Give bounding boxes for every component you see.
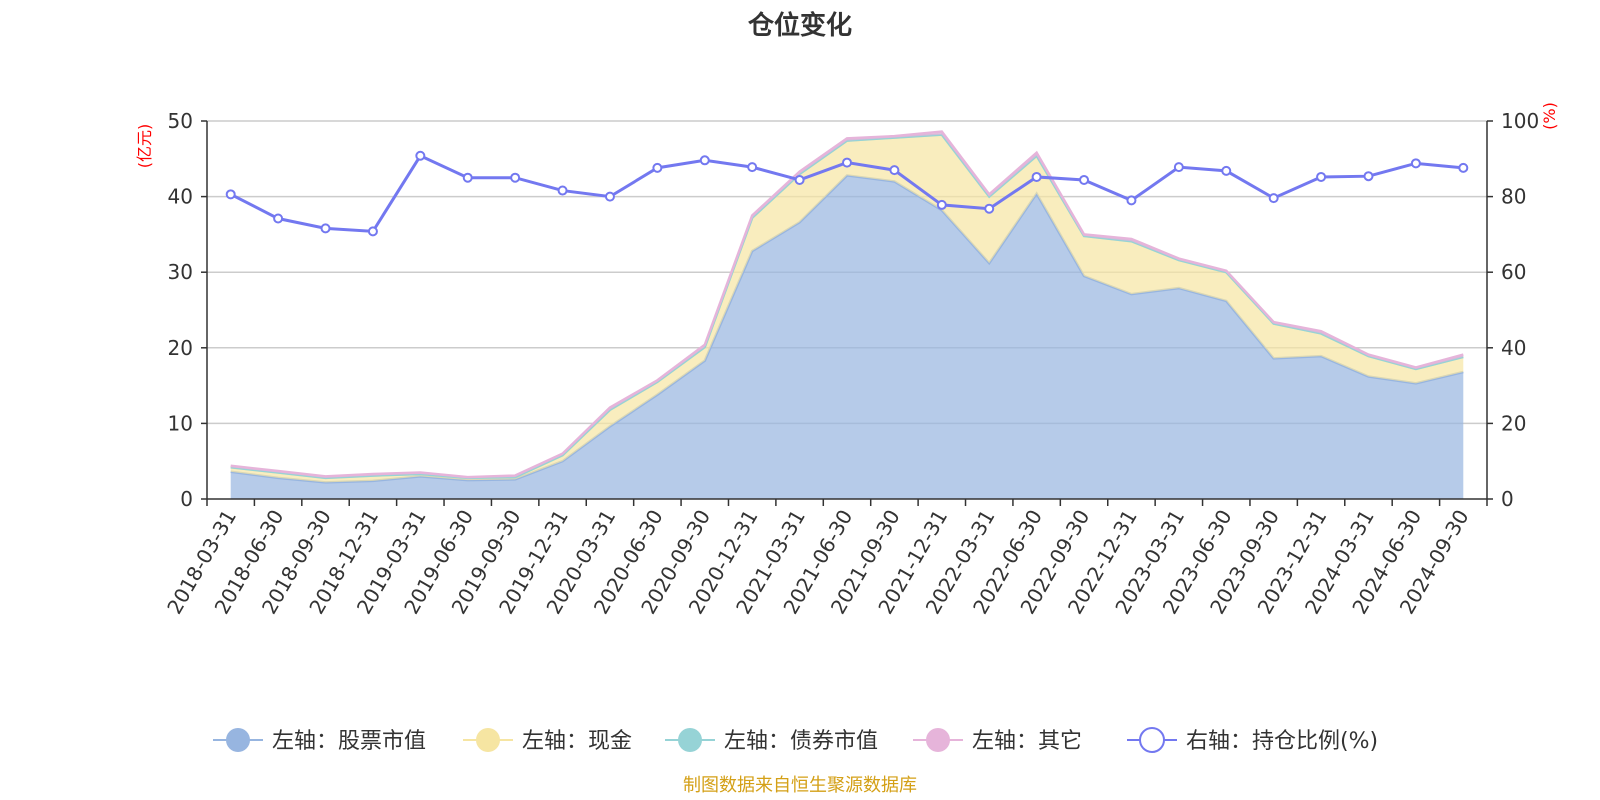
ratio-point [1268, 193, 1279, 204]
legend: 左轴：股票市值 左轴：现金 左轴：债券市值 左轴：其它 右轴：持仓比例(%) [213, 727, 1378, 754]
legend-label: 左轴：股票市值 [272, 729, 426, 754]
ratio-point [225, 189, 236, 200]
data-source-note: 制图数据来自恒生聚源数据库 [683, 775, 917, 796]
left-tick-label: 10 [168, 411, 193, 435]
ratio-point [604, 191, 615, 202]
area-edge-左轴：其它 [230, 130, 1464, 479]
ratio-point [842, 157, 852, 168]
legend-symbol [476, 728, 500, 752]
ratio-point [1079, 174, 1090, 185]
ratio-point [652, 162, 663, 173]
legend-symbol [678, 728, 702, 752]
legend-symbol [226, 728, 250, 752]
right-tick-label: 20 [1501, 411, 1526, 435]
ratio-point [1458, 162, 1469, 173]
right-axis-unit: (%) [1540, 102, 1559, 130]
right-tick-label: 100 [1501, 109, 1539, 133]
legend-label: 左轴：现金 [522, 729, 632, 754]
ratio-point [1221, 165, 1232, 176]
right-tick-label: 0 [1501, 487, 1514, 511]
ratio-point [1126, 195, 1137, 206]
ratio-point [273, 213, 284, 224]
ratio-point [1173, 162, 1184, 173]
ratio-point [984, 203, 995, 214]
ratio-point [1316, 171, 1327, 182]
ratio-point [1363, 171, 1374, 182]
left-tick-label: 30 [168, 260, 193, 284]
ratio-point [699, 155, 710, 166]
area-左轴：股票市值 [230, 175, 1464, 499]
ratio-point [557, 185, 568, 196]
legend-label: 左轴：其它 [972, 729, 1082, 754]
legend-label: 左轴：债券市值 [724, 729, 878, 754]
ratio-point [1410, 158, 1421, 169]
left-tick-label: 0 [180, 487, 193, 511]
right-tick-label: 80 [1501, 185, 1526, 209]
ratio-point [794, 174, 805, 185]
ratio-point [320, 223, 331, 234]
ratio-point [415, 150, 426, 161]
chart-title: 仓位变化 [747, 10, 852, 41]
right-tick-label: 60 [1501, 260, 1526, 284]
left-tick-label: 20 [168, 336, 193, 360]
ratio-point [936, 199, 947, 210]
ratio-point [889, 165, 900, 176]
ratio-point [747, 162, 758, 173]
ratio-point [367, 226, 378, 237]
stacked-areas [230, 130, 1464, 499]
left-tick-label: 50 [168, 109, 193, 133]
ratio-point [1031, 171, 1042, 182]
legend-symbol [1139, 727, 1165, 753]
legend-label: 右轴：持仓比例(%) [1186, 729, 1378, 754]
left-tick-label: 40 [168, 185, 193, 209]
left-axis-unit: (亿元) [135, 124, 154, 169]
ratio-point [462, 172, 473, 183]
ratio-point [510, 172, 521, 183]
position-ratio-line [225, 150, 1469, 237]
right-tick-label: 40 [1501, 336, 1526, 360]
legend-symbol [926, 728, 950, 752]
